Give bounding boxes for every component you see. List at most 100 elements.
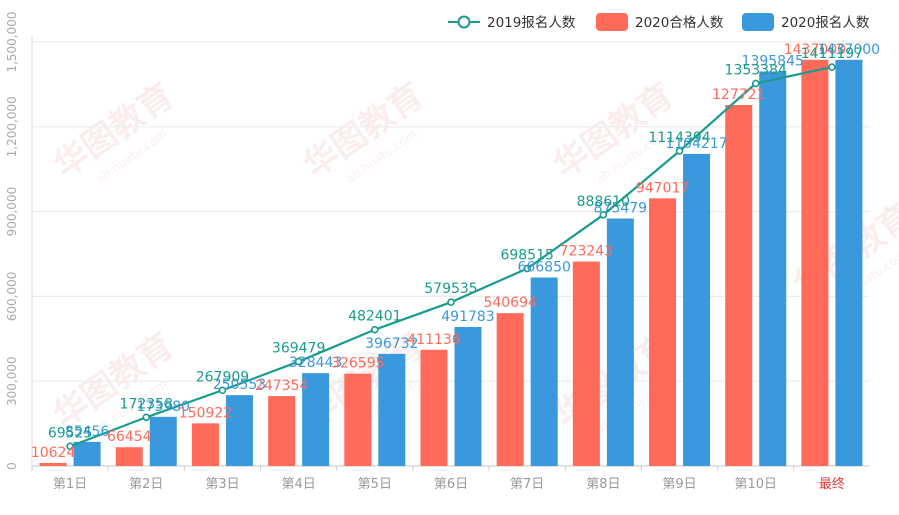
line-point: [294, 357, 303, 366]
bar-registered: [835, 59, 863, 467]
x-tick-label: 第4日: [281, 477, 315, 492]
bar-qualified: [115, 447, 143, 466]
bar-qualified: [649, 198, 677, 466]
bar-registered: [302, 373, 330, 466]
x-tick-label: 第5日: [358, 477, 392, 492]
x-tick-label: 第3日: [205, 477, 239, 492]
data-label-registered: 875479: [594, 201, 647, 217]
bar-registered: [530, 277, 558, 466]
data-label-registered: 396732: [365, 336, 418, 352]
line-point: [675, 147, 684, 155]
bar-registered: [683, 153, 711, 466]
bar-qualified: [801, 59, 829, 467]
data-label-registered: 1437000: [818, 42, 880, 58]
legend-line-marker: [457, 15, 471, 29]
data-label-registered: 85456: [65, 424, 110, 440]
legend-item[interactable]: 2020报名人数: [742, 13, 870, 31]
data-label-registered: 250553: [213, 377, 266, 393]
line-point: [142, 413, 151, 422]
y-axis: 0 300,000 600,000 900,000 1,200,000 1,500,000: [5, 11, 33, 470]
data-label-2019: 482401: [348, 309, 401, 325]
data-label-registered: 491783: [441, 309, 494, 325]
bar-qualified: [191, 423, 219, 466]
line-point: [218, 386, 227, 395]
bars-layer: [39, 59, 863, 467]
x-axis: 第1日 第2日 第3日 第4日 第5日 第6日 第7日 第8日 第9日 第10日 最终: [31, 465, 870, 492]
data-label-qualified: 723243: [560, 244, 613, 260]
data-label-2019: 267909: [196, 369, 249, 385]
data-label-2019: 698515: [500, 248, 553, 264]
data-label-qualified: 326595: [331, 356, 384, 372]
data-label-registered: 328443: [289, 355, 342, 371]
bar-qualified: [344, 373, 372, 466]
y-tick-label: 300,000: [5, 356, 19, 406]
data-label-qualified: 10624: [31, 445, 76, 461]
data-label-registered: 666850: [517, 260, 570, 276]
bar-qualified: [420, 349, 448, 466]
x-tick-label: 第1日: [53, 477, 87, 492]
legend-bar-swatch: [596, 13, 628, 31]
data-label-qualified: 1437000: [784, 42, 846, 58]
bar-registered: [225, 395, 253, 466]
line-point: [599, 211, 608, 219]
bar-registered: [759, 71, 787, 466]
legend-label: 2020报名人数: [781, 15, 870, 31]
legend-label: 2020合格人数: [635, 15, 724, 31]
data-label-registered: 1395845: [742, 53, 804, 69]
x-tick-label: 第7日: [510, 477, 544, 492]
x-tick-label: 第2日: [129, 477, 163, 492]
data-label-qualified: 127721: [712, 87, 765, 103]
data-label-qualified: 540694: [483, 295, 537, 311]
line-point: [751, 79, 760, 88]
legend[interactable]: 2019报名人数 2020合格人数 2020报名人数: [448, 13, 870, 31]
x-tick-label: 第6日: [434, 477, 468, 492]
y-tick-label: 1,500,000: [5, 11, 19, 72]
bar-qualified: [496, 313, 524, 466]
bar-registered: [149, 416, 177, 466]
line-point: [371, 325, 379, 334]
data-label-2019: 172358: [120, 396, 173, 412]
line-point: [447, 298, 455, 306]
data-label-2019: 579535: [424, 281, 477, 297]
data-label-registered: 1104217: [665, 136, 727, 152]
data-label-2019: 369479: [272, 341, 325, 357]
line-point: [828, 63, 836, 71]
x-tick-label: 第9日: [662, 477, 696, 492]
data-label-qualified: 66454: [107, 429, 152, 445]
x-tick-label: 最终: [819, 476, 845, 492]
data-label-2019: 1411197: [801, 46, 863, 62]
data-label-registered: 173980: [137, 399, 190, 415]
data-label-2019: 1353384: [725, 62, 787, 78]
bar-registered: [454, 326, 482, 466]
bar-qualified: [725, 104, 753, 466]
bar-registered: [378, 353, 406, 466]
x-tick-label: 第10日: [734, 477, 777, 492]
y-tick-label: 0: [5, 462, 19, 470]
data-label-qualified: 947017: [636, 180, 689, 196]
y-tick-label: 900,000: [5, 187, 19, 237]
data-label-2019: 888610: [577, 194, 630, 210]
data-label-2019: 1114394: [648, 130, 710, 146]
y-tick-label: 600,000: [5, 272, 19, 322]
bar-qualified: [268, 396, 296, 466]
bar-registered: [606, 218, 634, 466]
legend-item[interactable]: 2020合格人数: [596, 13, 724, 31]
bar-registered: [73, 441, 101, 466]
line-layer: [66, 63, 836, 451]
legend-item[interactable]: 2019报名人数: [448, 15, 576, 31]
data-label-qualified: 150922: [179, 405, 232, 421]
data-label-qualified: 411136: [407, 332, 461, 348]
line-point: [523, 264, 531, 273]
bar-qualified: [572, 261, 600, 466]
x-tick-label: 第8日: [586, 477, 620, 492]
bar-qualified: [39, 462, 67, 466]
legend-label: 2019报名人数: [487, 15, 576, 31]
line-2019-registered: [69, 66, 833, 448]
y-tick-label: 1,200,000: [5, 96, 19, 157]
data-label-qualified: 247354: [255, 378, 309, 394]
legend-bar-swatch: [742, 13, 774, 31]
